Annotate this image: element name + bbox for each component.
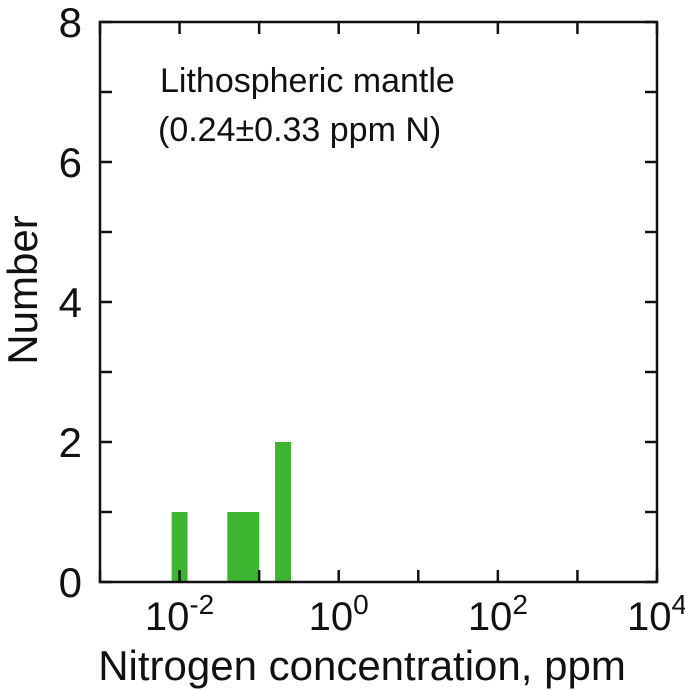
x-axis-label: Nitrogen concentration, ppm <box>98 642 626 689</box>
histogram-bar-3 <box>235 512 260 582</box>
bars-group <box>171 442 291 582</box>
annotation-line-2: (0.24±0.33 ppm N) <box>158 111 441 149</box>
y-tick-label-0: 0 <box>59 559 82 606</box>
tick-labels-group: 0 2 4 6 8 10-2 100 102 104 <box>59 0 685 639</box>
y-tick-label-6: 6 <box>59 139 82 186</box>
x-tick-label-0: 100 <box>309 589 369 639</box>
annotation-line-1: Lithospheric mantle <box>160 62 455 100</box>
y-tick-label-8: 8 <box>59 0 82 46</box>
histogram-bar-1 <box>171 512 188 582</box>
plot-frame <box>98 20 659 584</box>
y-tick-label-2: 2 <box>59 419 82 466</box>
x-tick-label-2: 102 <box>468 589 528 639</box>
y-axis-label: Number <box>0 215 46 364</box>
x-tick-label--2: 10-2 <box>145 589 214 639</box>
y-tick-label-4: 4 <box>59 279 82 326</box>
x-tick-label-4: 104 <box>627 589 685 639</box>
ticks-group <box>98 20 659 584</box>
histogram-bar-4 <box>275 442 291 582</box>
